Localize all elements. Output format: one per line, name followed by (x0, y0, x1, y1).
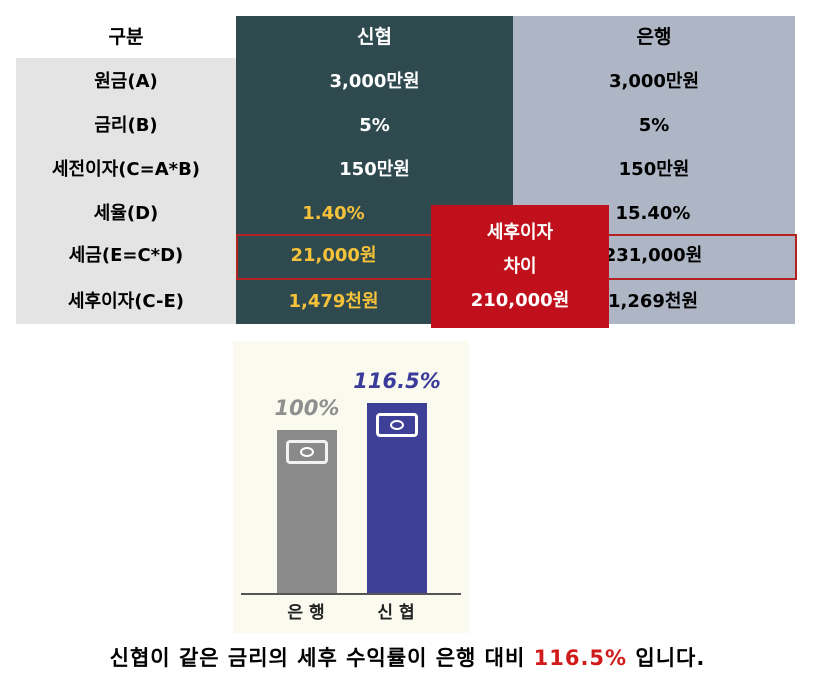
header-category: 구분 (16, 16, 236, 58)
bar-bank (277, 430, 337, 594)
label-column (16, 16, 236, 324)
caption-highlight: 116.5% (533, 646, 628, 670)
shinhyup-tax-rate: 1.40% (302, 203, 365, 224)
bar-value-bank: 100% (274, 396, 340, 420)
x-label-bank: 은행 (287, 603, 331, 623)
bar-value-shinhyup: 116.5% (353, 369, 441, 393)
row-label-after-tax-interest: 세후이자(C-E) (67, 291, 185, 312)
money-bill-icon (286, 440, 328, 464)
row-label-tax: 세금(E=C*D) (68, 245, 184, 266)
shinhyup-principal: 3,000만원 (329, 71, 420, 92)
bank-principal: 3,000만원 (608, 71, 700, 92)
row-label-pretax-interest: 세전이자(C=A*B) (51, 159, 201, 180)
summary-caption: 신협이 같은 금리의 세후 수익률이 은행 대비 116.5% 입니다. (0, 642, 815, 672)
bank-tax-rate: 15.40% (615, 203, 691, 224)
header-bank: 은행 (636, 26, 672, 48)
bank-after-tax-interest: 1,269천원 (607, 291, 699, 312)
callout-amount: 210,000원 (470, 289, 570, 311)
row-label-principal: 원금(A) (94, 71, 158, 92)
shinhyup-after-tax-interest: 1,479천원 (288, 291, 379, 312)
row-label-tax-rate: 세율(D) (93, 203, 159, 224)
caption-text-start: 신협이 같은 금리의 세후 수익률이 은행 대비 (109, 646, 534, 670)
caption-text-end: 입니다. (627, 646, 706, 670)
return-comparison-chart: 100% 116.5% 은행 신협 (233, 341, 469, 633)
money-bill-icon (376, 413, 418, 437)
header-shinhyup: 신협 (357, 26, 392, 48)
bar-shinhyup (367, 403, 427, 594)
shinhyup-tax: 21,000원 (290, 245, 377, 266)
callout-line-2: 차이 (503, 255, 537, 277)
bank-pretax-interest: 150만원 (618, 159, 690, 180)
shinhyup-pretax-interest: 150만원 (339, 159, 410, 180)
x-label-shinhyup: 신협 (377, 603, 421, 623)
bank-tax: 231,000원 (603, 245, 703, 266)
bank-rate: 5% (638, 115, 670, 136)
row-label-rate: 금리(B) (94, 115, 158, 136)
shinhyup-rate: 5% (359, 115, 390, 136)
x-axis-line (241, 593, 461, 595)
after-tax-difference-callout: 세후이자 차이 210,000원 (431, 205, 609, 328)
comparison-table: 구분 신협 은행 원금(A) 3,000만원 3,000만원 금리(B) 5% … (16, 16, 797, 328)
callout-line-1: 세후이자 (486, 221, 554, 243)
